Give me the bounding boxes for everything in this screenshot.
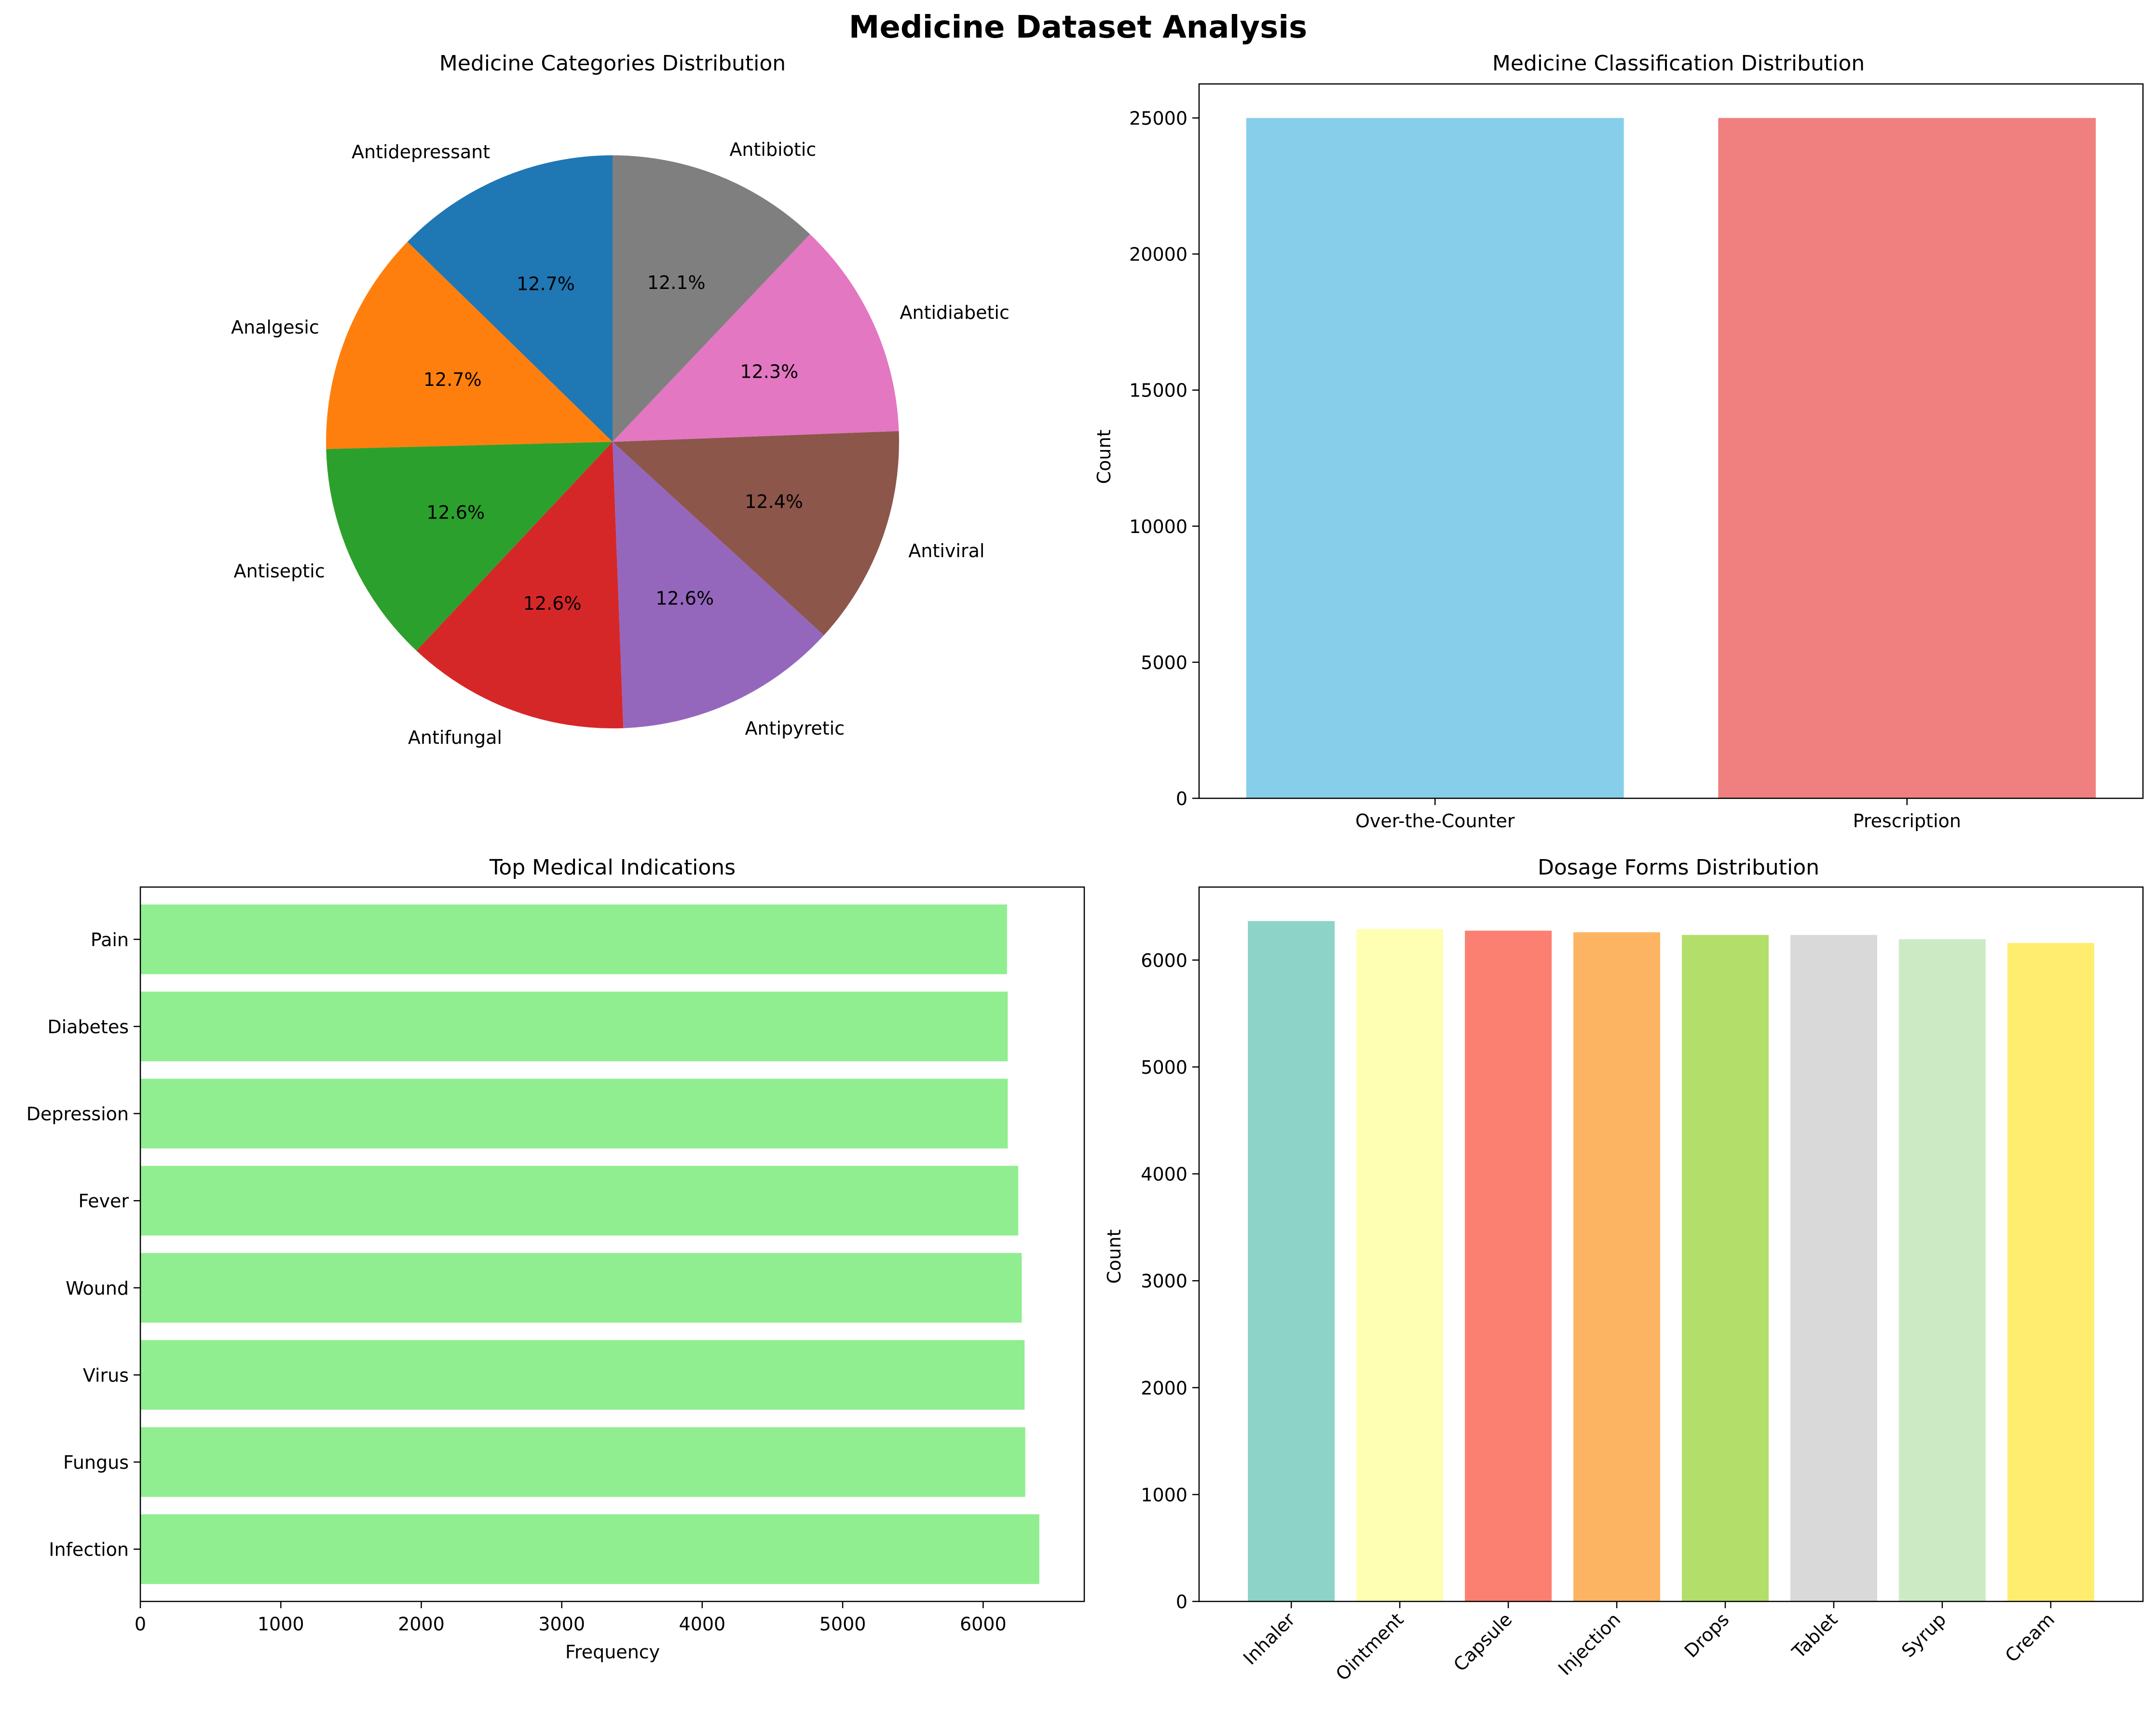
x-tick-label: Syrup (1897, 1609, 1950, 1661)
pie-pct-label: 12.7% (423, 369, 482, 390)
x-tick-label: Drops (1680, 1609, 1733, 1662)
pie-pct-label: 12.4% (745, 491, 803, 512)
axes-frame (1198, 886, 2144, 1602)
dosage-title: Dosage Forms Distribution (1538, 855, 1819, 880)
axes-frame (1198, 83, 2144, 799)
pie-pct-label: 12.6% (523, 593, 582, 614)
bar-cream (2007, 943, 2094, 1601)
x-tick-label: Injection (1554, 1609, 1624, 1679)
bar-chart-classification: Medicine Classification Distribution Ove… (1093, 51, 2144, 832)
pie-slice-antiseptic (326, 442, 613, 651)
y-tick-label: 5000 (1141, 1057, 1187, 1078)
pie-slice-antibiotic (613, 155, 810, 442)
bar-chart-dosage-forms: Dosage Forms Distribution Inhaler Ointmen… (1104, 855, 2144, 1685)
pie-slice-antifungal (416, 442, 624, 728)
bar-syrup (1898, 939, 1986, 1601)
y-tick-label: Pain (91, 929, 129, 950)
pie-slice-antidiabetic (613, 234, 899, 442)
indications-xlabel: Frequency (565, 1641, 660, 1663)
y-tick-label: 25000 (1129, 108, 1187, 129)
y-tick-label: 6000 (1141, 950, 1187, 971)
classification-title: Medicine Classification Distribution (1492, 51, 1865, 76)
classification-ylabel: Count (1093, 430, 1115, 484)
pie-label: Antiviral (908, 540, 984, 561)
x-tick-label: Tablet (1788, 1609, 1842, 1663)
bar-inhaler (1248, 921, 1335, 1601)
y-tick-label: 10000 (1129, 516, 1187, 537)
x-tick-label: Inhaler (1239, 1609, 1299, 1669)
bar-capsule (1465, 930, 1552, 1601)
y-tick-label: Diabetes (47, 1016, 129, 1038)
x-tick-label: 0 (135, 1613, 146, 1635)
bar-over-the-counter (1246, 118, 1624, 798)
bar-injection (1573, 932, 1661, 1601)
pie-pct-label: 12.6% (655, 588, 714, 609)
dosage-ylabel: Count (1104, 1230, 1125, 1284)
axes-frame (139, 886, 1085, 1602)
pie-label: Analgesic (231, 316, 319, 338)
figure-title: Medicine Dataset Analysis (849, 10, 1308, 45)
bar-wound (140, 1253, 1022, 1323)
y-tick-label: Virus (83, 1365, 129, 1386)
bar-fungus (140, 1427, 1025, 1497)
pie-label: Antiseptic (233, 561, 325, 582)
pie-pct-label: 12.7% (517, 273, 575, 295)
pie-slice-analgesic (326, 242, 613, 449)
bar-tablet (1790, 935, 1877, 1601)
x-tick-label: 1000 (258, 1613, 304, 1635)
pie-label: Antidepressant (352, 141, 490, 163)
bar-depression (140, 1079, 1008, 1148)
y-tick-label: 0 (1176, 1591, 1187, 1613)
indications-title: Top Medical Indications (489, 855, 736, 880)
bar-diabetes (140, 991, 1008, 1062)
y-tick-label: Fever (78, 1190, 129, 1212)
x-tick-label: 5000 (819, 1613, 866, 1635)
pie-chart-categories: Medicine Categories Distribution Antidep… (231, 51, 1010, 748)
pie-slice-antiviral (613, 431, 899, 636)
y-tick-label: 5000 (1141, 652, 1187, 673)
y-tick-label: Depression (27, 1104, 129, 1125)
bar-infection (140, 1514, 1039, 1584)
pie-label: Antifungal (408, 727, 502, 748)
y-tick-label: 2000 (1141, 1378, 1187, 1399)
y-tick-label: Infection (49, 1539, 129, 1560)
bar-prescription (1718, 118, 2096, 798)
x-tick-label: 6000 (960, 1613, 1007, 1635)
x-tick-label: Ointment (1332, 1609, 1408, 1685)
barh-chart-indications: Top Medical Indications Infection Fungus V… (27, 855, 1085, 1663)
y-tick-label: Fungus (63, 1452, 129, 1473)
x-tick-label: Prescription (1853, 810, 1961, 832)
pie-pct-label: 12.1% (647, 272, 706, 293)
y-tick-label: 20000 (1129, 244, 1187, 265)
bar-ointment (1356, 929, 1444, 1601)
bar-fever (140, 1165, 1019, 1236)
x-tick-label: 3000 (538, 1613, 585, 1635)
bar-virus (140, 1340, 1025, 1410)
y-tick-label: Wound (66, 1278, 129, 1299)
y-tick-label: 15000 (1129, 380, 1187, 401)
x-tick-label: 2000 (398, 1613, 445, 1635)
y-tick-label: 4000 (1141, 1164, 1187, 1185)
pie-label: Antibiotic (729, 139, 816, 160)
y-tick-label: 3000 (1141, 1271, 1187, 1292)
pie-label: Antipyretic (745, 718, 845, 739)
pie-title: Medicine Categories Distribution (439, 51, 786, 76)
pie-pct-label: 12.6% (426, 502, 485, 523)
x-tick-label: Capsule (1449, 1609, 1516, 1675)
y-tick-label: 0 (1176, 788, 1187, 809)
pie-pct-label: 12.3% (740, 361, 798, 382)
pie-slice-antidepressant (407, 155, 613, 442)
x-tick-label: 4000 (679, 1613, 726, 1635)
x-tick-label: Cream (2001, 1609, 2059, 1667)
pie-slice-antipyretic (613, 442, 824, 728)
bar-drops (1681, 935, 1769, 1601)
y-tick-label: 1000 (1141, 1484, 1187, 1505)
x-tick-label: Over-the-Counter (1355, 810, 1515, 832)
pie-label: Antidiabetic (900, 302, 1010, 323)
bar-pain (140, 904, 1007, 974)
